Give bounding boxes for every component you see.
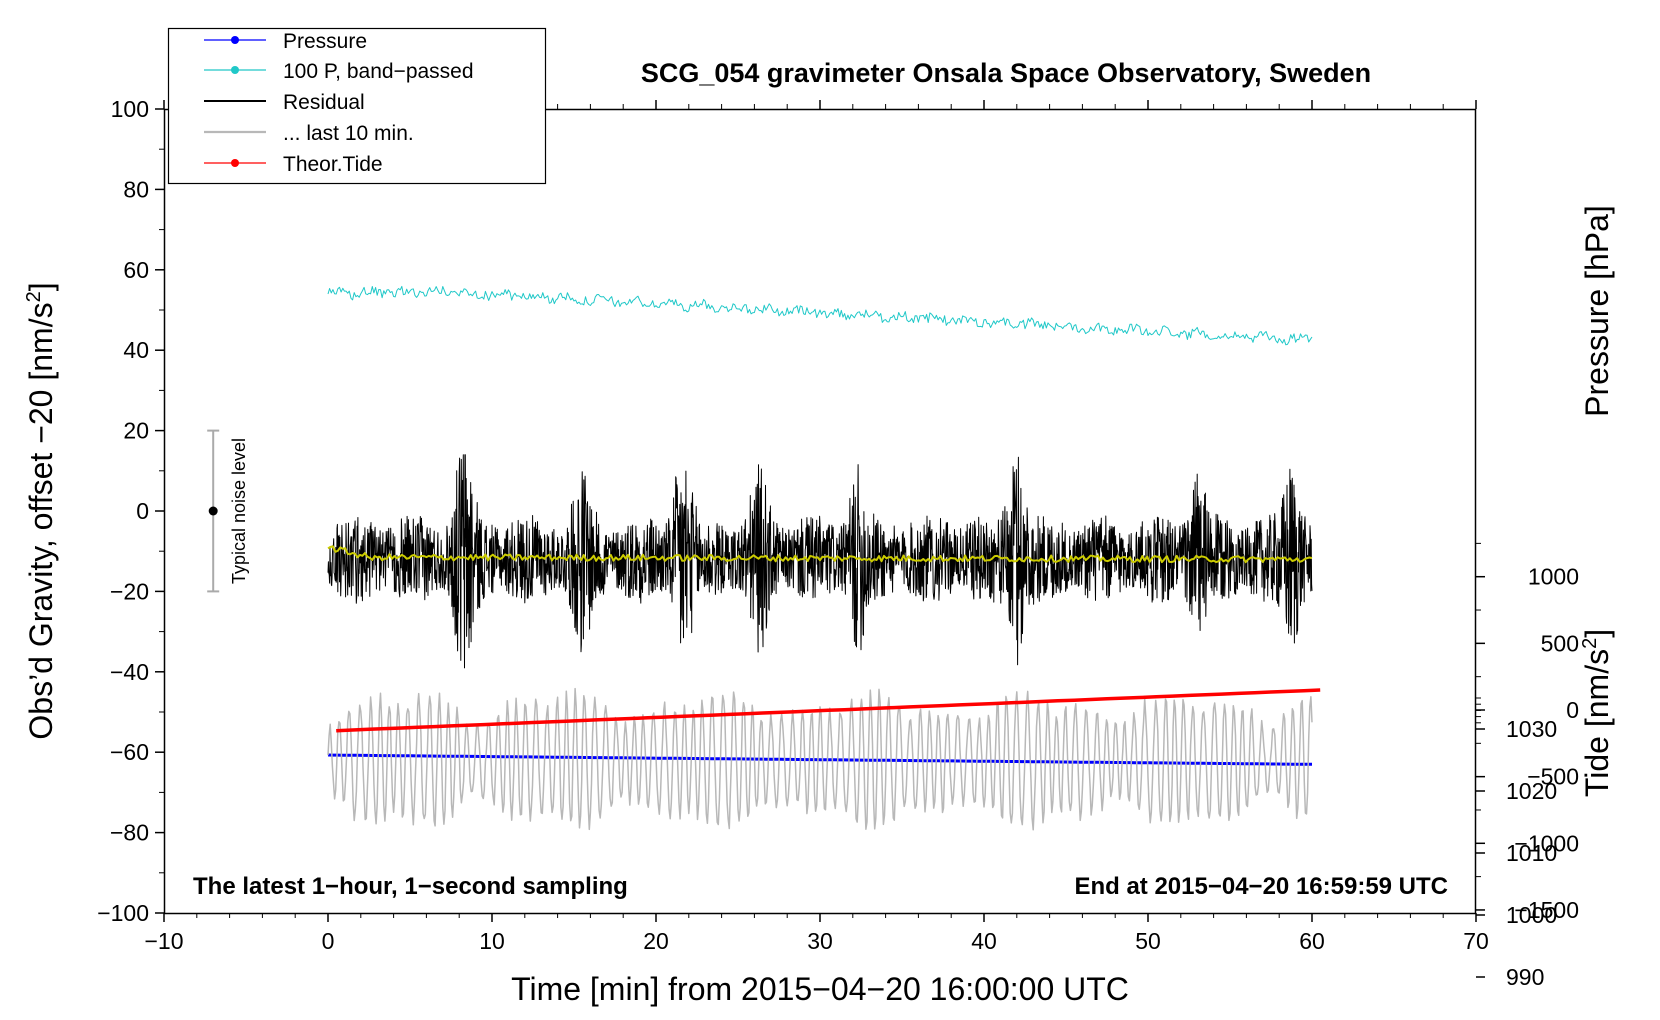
y-tick-label: −40 [110,659,149,685]
y-axis-tide-label-sup: 2 [1579,638,1601,649]
legend-bandpassed-marker [231,66,239,74]
x-tick-label: 20 [643,928,669,954]
y-axis-tide-label-end: ] [1579,629,1615,638]
x-axis: −10 0 10 20 30 40 50 60 70 [144,100,1489,954]
y-tick-label: 0 [136,498,149,524]
y-axis-left-label: Obs’d Gravity, offset −20 [nm/s2] [23,282,59,739]
y-axis-tide-label: Tide [nm/s2] [1579,629,1615,797]
y-tick-label: 20 [123,418,149,444]
x-tick-label: 60 [1299,928,1325,954]
y-tick-label: −100 [97,900,149,926]
pressure-tick-label: 990 [1506,964,1544,990]
tide-tick-label: −1000 [1514,830,1579,856]
y-tick-label: 60 [123,257,149,283]
y-tick-label: 100 [111,96,149,122]
tide-tick-label: 1000 [1528,564,1579,590]
x-tick-label: −10 [144,928,183,954]
legend-tide-label: Theor.Tide [283,153,383,176]
y-axis-left-label-end: ] [23,282,59,291]
y-tick-label: −60 [110,739,149,765]
chart-title: SCG_054 gravimeter Onsala Space Observat… [641,58,1371,88]
x-tick-label: 40 [971,928,997,954]
series-residual-line [327,454,1313,669]
noise-bar-center-dot [208,506,218,516]
series-group [327,285,1321,831]
y-tick-label: −20 [110,578,149,604]
tide-tick-label: 0 [1566,697,1579,723]
legend-pressure-label: Pressure [283,30,367,53]
x-tick-label: 50 [1135,928,1161,954]
y-tick-label: −80 [110,820,149,846]
legend: Pressure 100 P, band−passed Residual ...… [167,27,547,185]
pressure-tick-label: 1000 [1506,902,1557,928]
series-last10min-line [327,687,1313,831]
series-tide-line [336,688,1321,733]
noise-indicator: Typical noise level [207,429,249,593]
pressure-tick-label: 1030 [1506,716,1557,742]
y-axis-tide-label-main: Tide [nm/s [1579,649,1615,797]
tide-tick-label: −1500 [1514,897,1579,923]
tide-tick-label: 500 [1541,630,1579,656]
legend-residual-label: Residual [283,91,365,114]
y-axis-pressure: 1030102010101000990980 [1476,697,1557,990]
series-bandpassed-line [327,285,1313,346]
x-tick-label: 30 [807,928,833,954]
y-axis-tide: 1000 500 0 −500 −1000 −1500 [1476,542,1579,923]
legend-pressure-marker [231,36,239,44]
x-tick-label: 0 [322,928,335,954]
legend-bandpassed-label: 100 P, band−passed [283,60,474,83]
y-axis-pressure-label: Pressure [hPa] [1579,205,1615,417]
y-axis-left-label-main: Obs’d Gravity, offset −20 [nm/s [23,302,59,739]
annotation-end-time: End at 2015−04−20 16:59:59 UTC [1074,873,1448,900]
series-residual-smoothed-line [327,545,1313,564]
x-axis-label: Time [min] from 2015−04−20 16:00:00 UTC [511,971,1129,1007]
tide-tick-label: −500 [1527,764,1579,790]
y-tick-label: 40 [123,337,149,363]
y-axis-left: 100 80 60 40 20 0 −20 −40 −60 −80 −100 [97,96,164,926]
legend-tide-marker [231,159,239,167]
pressure-tick-label: 1010 [1506,840,1557,866]
y-axis-left-label-sup: 2 [23,291,45,302]
annotation-sampling: The latest 1−hour, 1−second sampling [193,873,628,900]
y-tick-label: 80 [123,176,149,202]
x-tick-label: 70 [1463,928,1489,954]
noise-label: Typical noise level [229,438,249,584]
pressure-tick-label: 1020 [1506,778,1557,804]
legend-last10-label: ... last 10 min. [283,122,414,145]
legend-box [167,27,547,185]
x-tick-label: 10 [479,928,505,954]
